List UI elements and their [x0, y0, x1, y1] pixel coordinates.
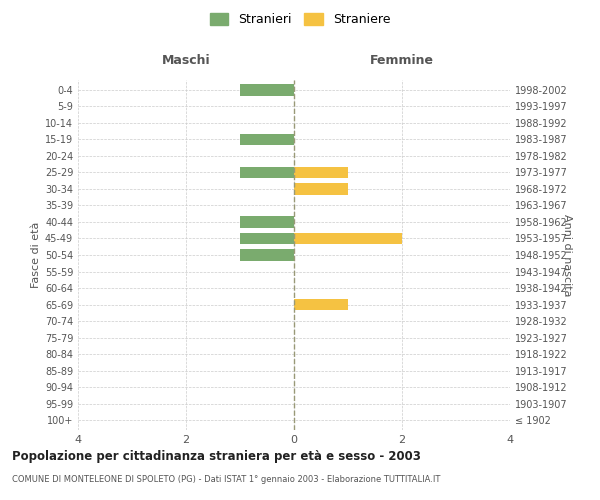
Text: Maschi: Maschi [161, 54, 211, 68]
Bar [240, 166, 294, 178]
Legend: Stranieri, Straniere: Stranieri, Straniere [206, 8, 394, 29]
Bar [240, 134, 294, 145]
Bar [240, 232, 294, 244]
Text: Popolazione per cittadinanza straniera per età e sesso - 2003: Popolazione per cittadinanza straniera p… [12, 450, 421, 463]
Bar [240, 216, 294, 228]
Bar [294, 298, 348, 310]
Bar [294, 232, 402, 244]
Bar [240, 249, 294, 261]
Bar [294, 166, 348, 178]
Bar [294, 183, 348, 194]
Text: Femmine: Femmine [370, 54, 434, 68]
Bar [240, 84, 294, 96]
Y-axis label: Fasce di età: Fasce di età [31, 222, 41, 288]
Y-axis label: Anni di nascita: Anni di nascita [562, 214, 572, 296]
Text: COMUNE DI MONTELEONE DI SPOLETO (PG) - Dati ISTAT 1° gennaio 2003 - Elaborazione: COMUNE DI MONTELEONE DI SPOLETO (PG) - D… [12, 475, 440, 484]
